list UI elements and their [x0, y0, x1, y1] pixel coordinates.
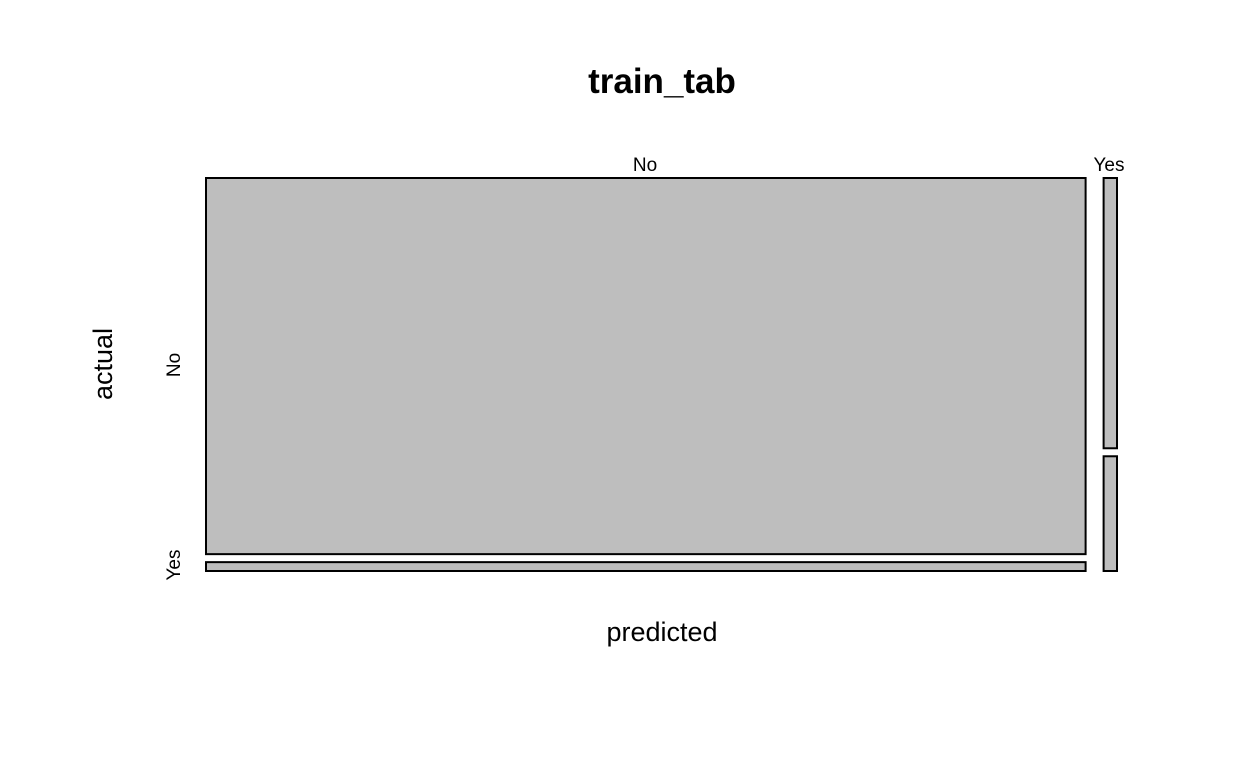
x-tick-yes: Yes: [1094, 155, 1125, 176]
cell-predicted-no-actual-yes: [205, 561, 1087, 573]
y-tick-no: No: [164, 353, 185, 377]
cell-predicted-yes-actual-no: [1102, 177, 1118, 450]
x-axis-label: predicted: [606, 617, 717, 647]
x-tick-no: No: [633, 155, 657, 176]
mosaic-cells: [205, 177, 1118, 573]
chart-title: train_tab: [588, 62, 736, 101]
cell-predicted-no-actual-no: [205, 177, 1087, 556]
cell-predicted-yes-actual-yes: [1102, 455, 1118, 572]
y-tick-yes: Yes: [164, 550, 185, 581]
y-axis-label: actual: [88, 328, 118, 400]
